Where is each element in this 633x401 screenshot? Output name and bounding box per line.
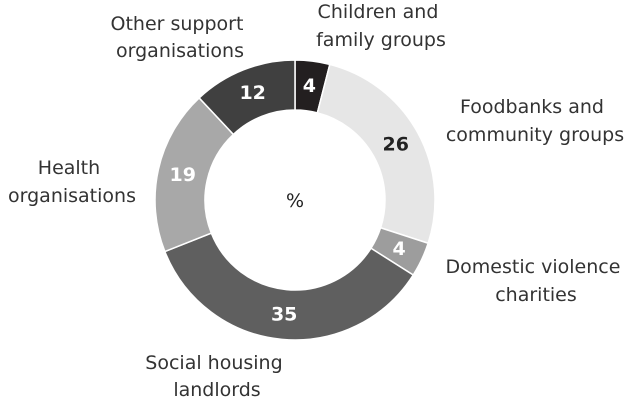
slice-foodbanks-and-community-groups (316, 63, 436, 245)
center-label: % (286, 190, 304, 212)
category-label-foodbanks: Foodbanks and community groups (446, 96, 624, 146)
category-label-children-family: Children and family groups (316, 1, 446, 51)
category-label-social-housing: Social housing landlords (145, 352, 288, 401)
slice-social-housing-landlords (163, 232, 415, 341)
value-label-other-support-organisations: 12 (239, 82, 265, 104)
value-label-health-organisations: 19 (170, 164, 196, 186)
category-label-domestic-violence: Domestic violence charities (446, 256, 627, 306)
value-label-foodbanks-and-community-groups: 26 (383, 134, 409, 156)
value-label-domestic-violence-charities: 4 (392, 238, 405, 260)
value-label-social-housing-landlords: 35 (271, 303, 297, 325)
category-label-health: Health organisations (8, 157, 136, 207)
value-labels: 4 26 4 35 19 12 (170, 75, 409, 326)
value-label-children-and-family-groups: 4 (303, 75, 316, 97)
slice-other-support-organisations (198, 59, 296, 136)
category-label-other-support: Other support organisations (111, 13, 250, 62)
donut-slices (154, 59, 436, 341)
